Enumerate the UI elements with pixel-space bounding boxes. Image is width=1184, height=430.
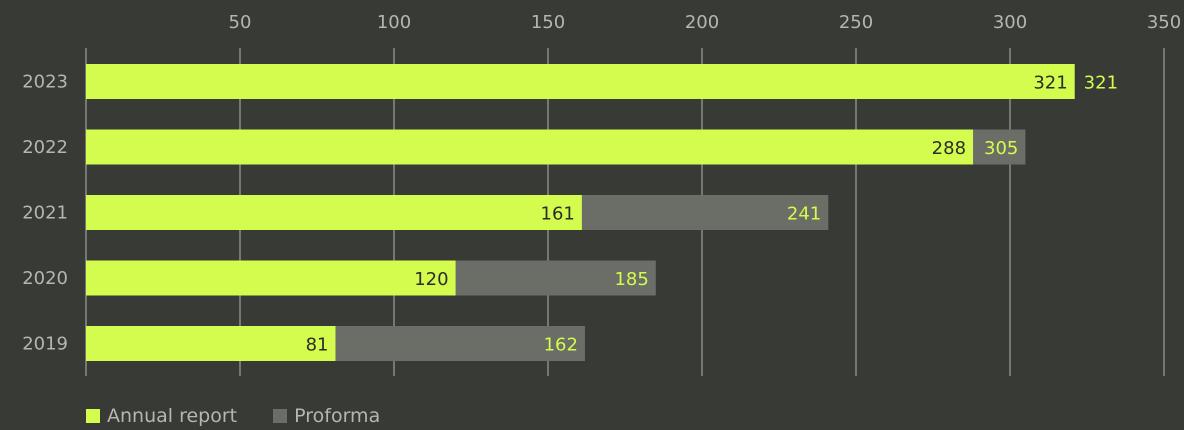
- data-label-proforma: 241: [787, 204, 821, 225]
- y-tick-label: 2023: [22, 72, 68, 93]
- bar-annual: [86, 64, 1075, 99]
- data-label-annual: 81: [306, 335, 329, 356]
- data-label-annual: 321: [1033, 73, 1067, 94]
- legend-swatch-proforma: [273, 409, 288, 423]
- y-tick-label: 2019: [22, 334, 68, 355]
- data-label-annual: 120: [414, 269, 448, 290]
- x-tick-label: 250: [839, 12, 873, 33]
- x-tick-label: 50: [229, 12, 252, 33]
- bar-annual: [86, 260, 456, 296]
- bar-annual: [86, 195, 582, 230]
- x-tick-label: 350: [1147, 12, 1181, 33]
- legend-item-annual: Annual report: [86, 405, 237, 427]
- data-label-proforma: 305: [984, 138, 1018, 159]
- legend-label-annual: Annual report: [107, 405, 238, 427]
- legend: Annual report Proforma: [86, 405, 408, 427]
- legend-swatch-annual: [86, 409, 100, 423]
- bar-annual: [86, 129, 974, 165]
- data-label-annual: 161: [541, 204, 575, 225]
- y-tick-label: 2020: [22, 268, 68, 289]
- bar-annual: [86, 326, 336, 361]
- data-label-proforma: 162: [544, 335, 578, 356]
- y-tick-label: 2021: [22, 203, 68, 224]
- data-label-annual: 288: [932, 138, 966, 159]
- legend-label-proforma: Proforma: [294, 405, 381, 427]
- x-tick-label: 200: [685, 12, 719, 33]
- legend-item-proforma: Proforma: [273, 405, 380, 427]
- x-tick-label: 300: [993, 12, 1027, 33]
- data-label-proforma: 321: [1084, 73, 1118, 94]
- x-tick-label: 150: [531, 12, 565, 33]
- bar-chart: 50 100 150 200 250 300 350 2023 321 321 2022 288 305…: [22, 12, 1181, 376]
- y-tick-label: 2022: [22, 137, 68, 158]
- x-tick-label: 100: [377, 12, 411, 33]
- data-label-proforma: 185: [614, 269, 648, 290]
